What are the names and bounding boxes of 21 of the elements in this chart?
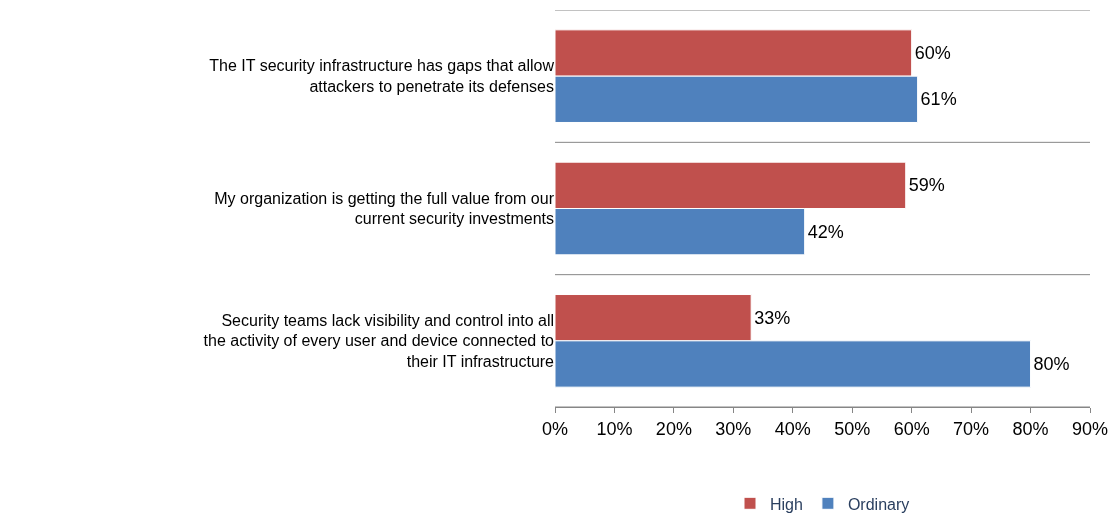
data-label: 80% [1033,353,1070,374]
x-tick-label: 60% [893,418,930,439]
data-label: 60% [914,43,951,64]
legend-label: High [770,495,803,513]
x-tick-label: 80% [1012,418,1049,439]
x-tick-label: 40% [774,418,811,439]
legend-label: Ordinary [847,495,910,513]
x-tick-label: 20% [655,418,692,439]
y-tick-label: Security teams lack visibility and control into all the activity of every user and device connected to their IT infrastructure [203,311,555,371]
data-label: 59% [908,175,945,196]
x-tick-label: 0% [541,418,569,439]
y-tick-label: My organization is getting the full value from our current security investments [214,189,555,228]
data-label: 42% [807,221,844,242]
x-tick-label: 10% [596,418,633,439]
data-label: 61% [920,89,957,110]
y-tick-label: The IT security infrastructure has gaps that allow attackers to penetrate its defenses [209,57,555,96]
x-tick-label: 70% [953,418,990,439]
data-label: 33% [754,307,791,328]
x-tick-label: 90% [1071,418,1109,439]
x-tick-label: 30% [715,418,752,439]
x-tick-label: 50% [834,418,871,439]
